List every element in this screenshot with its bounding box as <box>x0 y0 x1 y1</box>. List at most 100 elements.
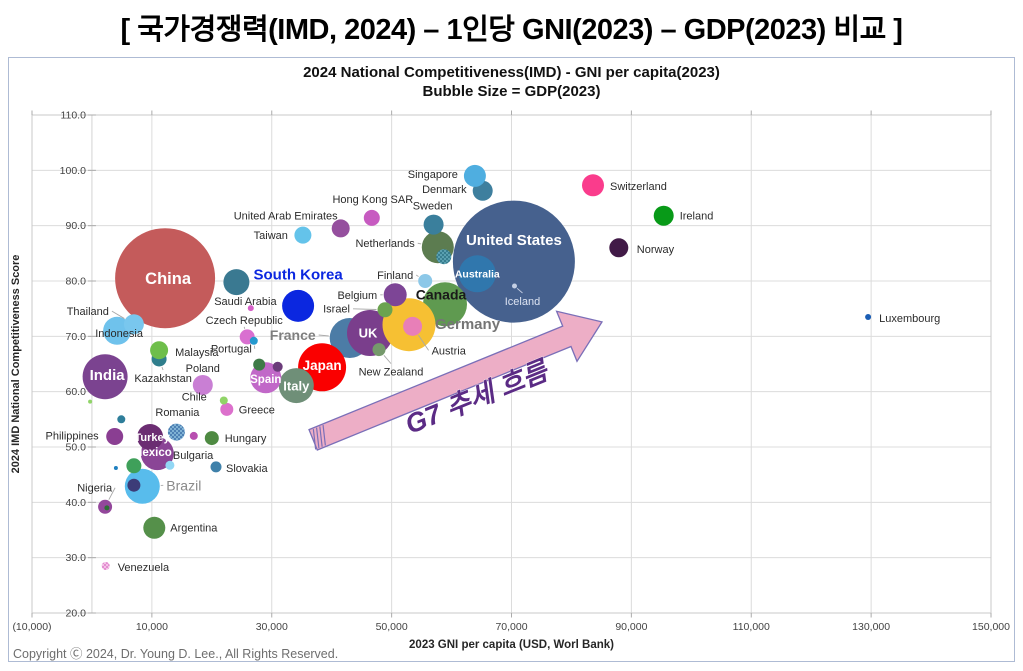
bubble-unlabeled-9 <box>113 466 118 470</box>
bubble-argentina <box>143 516 166 539</box>
x-axis-title: 2023 GNI per capita (USD, Worl Bank) <box>409 639 614 651</box>
label-italy: Italy <box>283 378 310 393</box>
label-united-arab-emirates: United Arab Emirates <box>234 210 338 222</box>
bubble-portugal <box>249 336 258 345</box>
label-hong-kong-sar: Hong Kong SAR <box>332 194 413 206</box>
label-slovakia: Slovakia <box>226 463 268 475</box>
x-tick-label: 50,000 <box>376 621 408 633</box>
label-uk: UK <box>359 326 378 341</box>
bubble-malaysia <box>150 341 169 360</box>
bubble-taiwan <box>294 226 312 244</box>
bubble-romania <box>167 423 185 441</box>
bubble-luxembourg <box>865 314 872 320</box>
label-argentina: Argentina <box>170 523 218 535</box>
label-saudi-arabia: Saudi Arabia <box>214 296 277 308</box>
label-czech-republic: Czech Republic <box>206 315 284 327</box>
label-nigeria: Nigeria <box>77 483 113 495</box>
x-tick-label: 70,000 <box>495 621 527 633</box>
label-spain: Spain <box>250 374 281 386</box>
label-turkey: Turkey <box>134 432 170 444</box>
label-hungary: Hungary <box>225 433 267 445</box>
chart-title: 2024 National Competitiveness(IMD) - GNI… <box>0 63 1023 101</box>
label-netherlands: Netherlands <box>355 238 415 250</box>
leader-israel <box>353 308 377 310</box>
label-luxembourg: Luxembourg <box>879 313 940 325</box>
trend-arrow-hatch <box>315 427 320 449</box>
bubble-hungary <box>204 431 219 446</box>
label-denmark: Denmark <box>422 184 467 196</box>
bubble-singapore <box>463 164 486 187</box>
x-tick-label: 150,000 <box>972 621 1010 633</box>
x-tick-label: (10,000) <box>12 621 51 633</box>
label-south-korea: South Korea <box>254 266 344 283</box>
trend-arrow-hatch <box>319 426 323 447</box>
label-india: India <box>90 367 126 384</box>
label-brazil: Brazil <box>166 477 201 493</box>
leader-france <box>318 334 329 337</box>
label-norway: Norway <box>637 244 675 256</box>
label-venezuela: Venezuela <box>118 562 170 574</box>
label-france: France <box>270 327 316 343</box>
chart-title-line1: 2024 National Competitiveness(IMD) - GNI… <box>303 64 720 81</box>
y-tick-label: 90.0 <box>66 220 87 232</box>
trend-arrow <box>308 310 604 451</box>
leader-new-zealand <box>383 355 392 364</box>
y-tick-label: 100.0 <box>60 165 86 177</box>
leader-austria <box>418 334 429 351</box>
bubble-unlabeled-3 <box>272 361 283 372</box>
label-thailand: Thailand <box>67 306 109 318</box>
x-tick-label: 30,000 <box>256 621 288 633</box>
bubble-australia <box>458 255 496 293</box>
bubble-poland <box>192 375 213 395</box>
y-tick-label: 30.0 <box>66 552 87 564</box>
y-tick-label: 110.0 <box>60 110 86 122</box>
label-indonesia: Indonesia <box>95 328 144 340</box>
bubble-austria <box>403 316 423 336</box>
label-united-states: United States <box>466 232 562 249</box>
label-germany: Germany <box>435 316 501 333</box>
label-belgium: Belgium <box>337 290 377 302</box>
y-axis-title: 2024 IMD National Competitiveness Score <box>10 255 22 474</box>
bubble-south-korea <box>282 289 315 322</box>
bubble-canada <box>423 282 467 327</box>
bubble-united-states <box>452 200 575 323</box>
label-singapore: Singapore <box>408 169 458 181</box>
y-tick-label: 50.0 <box>66 442 87 454</box>
bubble-chile <box>219 396 228 405</box>
label-kazakhstan: Kazakhstan <box>134 373 191 385</box>
label-japan: Japan <box>303 358 342 373</box>
bubble-bulgaria <box>165 460 175 470</box>
bubble-saudi-arabia <box>223 269 250 296</box>
label-switzerland: Switzerland <box>610 181 667 193</box>
bubble-unlabeled-2 <box>253 358 266 371</box>
y-tick-label: 20.0 <box>66 608 87 620</box>
bubble-thailand <box>123 314 144 335</box>
y-tick-label: 40.0 <box>66 497 87 509</box>
bubble-italy <box>278 368 314 404</box>
bubble-unlabeled-5 <box>189 431 198 440</box>
bubble-slovakia <box>210 461 222 473</box>
leader-iceland <box>516 287 523 294</box>
y-tick-label: 70.0 <box>66 331 87 343</box>
leader-netherlands <box>417 242 422 245</box>
leader-kazakhstan <box>161 366 164 371</box>
label-portugal: Portugal <box>211 344 252 356</box>
y-tick-label: 80.0 <box>66 276 87 288</box>
label-australia: Australia <box>455 269 500 281</box>
y-tick-label: 60.0 <box>66 386 87 398</box>
bubble-greece <box>220 402 234 416</box>
bubble-belgium <box>383 283 407 307</box>
leader-czech-republic <box>243 326 246 329</box>
label-malaysia: Malaysia <box>175 347 219 359</box>
label-greece: Greece <box>239 404 275 416</box>
bubble-ireland <box>653 205 674 226</box>
chart-title-line2: Bubble Size = GDP(2023) <box>422 83 601 100</box>
label-finland: Finland <box>377 270 413 282</box>
bubble-philippines <box>106 428 124 445</box>
label-canada: Canada <box>416 286 467 302</box>
bubble-unlabeled-8 <box>104 505 110 511</box>
label-china: China <box>145 270 192 288</box>
bubble-new-zealand <box>372 343 386 357</box>
trend-arrow-hatch <box>312 428 317 450</box>
leader-nigeria <box>108 487 116 500</box>
